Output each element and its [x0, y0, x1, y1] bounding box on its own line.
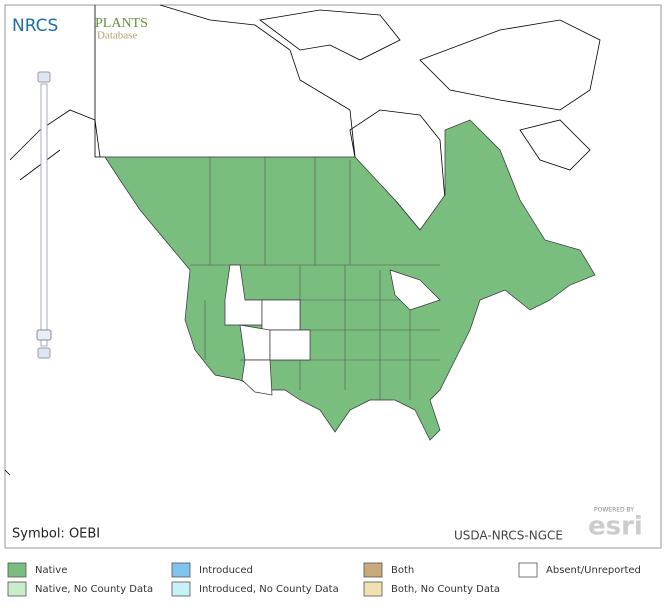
legend-swatch: [363, 581, 383, 597]
legend-label: Both: [391, 565, 414, 576]
absent-states: [224, 264, 311, 396]
legend-swatch: [171, 581, 191, 597]
esri-logo: esri: [588, 512, 643, 542]
legend-swatch: [7, 581, 27, 597]
legend-swatch: [7, 562, 27, 578]
zoom-in[interactable]: [37, 71, 51, 83]
symbol-label: Symbol: OEBI: [12, 527, 100, 542]
zoom-track[interactable]: [40, 83, 48, 347]
legend-swatch: [171, 562, 191, 578]
database-logo: Database: [97, 30, 137, 42]
legend-label: Absent/Unreported: [546, 565, 641, 576]
nrcs-logo: NRCS: [12, 16, 58, 36]
legend-label: Native: [35, 565, 67, 576]
legend-label: Native, No County Data: [35, 584, 153, 595]
basemap-lines: [4, 4, 601, 476]
zoom-thumb[interactable]: [36, 329, 52, 341]
plants-logo: PLANTS: [95, 16, 148, 31]
zoom-slider[interactable]: [36, 71, 52, 359]
great-lakes: [389, 269, 441, 311]
legend-label: Introduced, No County Data: [199, 584, 339, 595]
zoom-out[interactable]: [37, 347, 51, 359]
native-range: [104, 119, 596, 441]
legend: Native Introduced Both Absent/Unreported Nat…: [7, 562, 641, 597]
legend-swatch: [363, 562, 383, 578]
legend-label: Both, No County Data: [391, 584, 500, 595]
credit: USDA-NRCS-NGCE: [454, 529, 563, 543]
powered-by: POWERED BY: [594, 507, 634, 514]
boundary-lines: [190, 157, 440, 400]
legend-swatch: [518, 562, 538, 578]
legend-label: Introduced: [199, 565, 253, 576]
